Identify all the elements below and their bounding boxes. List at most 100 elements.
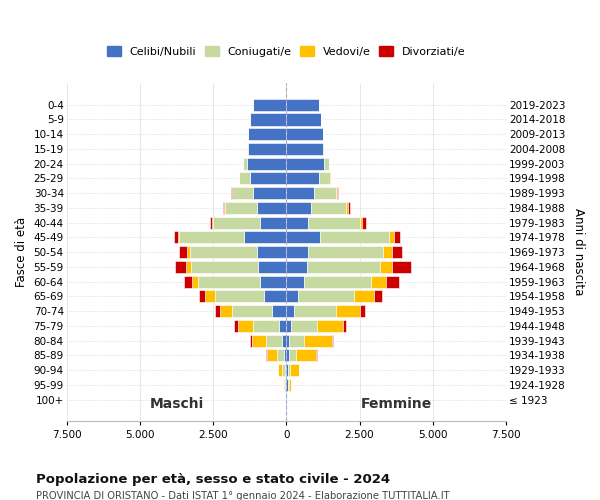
Bar	[247, 143, 248, 155]
Bar	[174, 232, 178, 243]
Bar	[178, 232, 179, 243]
Bar	[257, 246, 286, 258]
Bar	[286, 364, 288, 376]
Text: PROVINCIA DI ORISTANO - Dati ISTAT 1° gennaio 2024 - Elaborazione TUTTITALIA.IT: PROVINCIA DI ORISTANO - Dati ISTAT 1° ge…	[36, 491, 449, 500]
Bar	[286, 216, 308, 228]
Bar	[223, 202, 224, 214]
Bar	[232, 305, 272, 317]
Bar	[253, 187, 286, 199]
Bar	[298, 290, 353, 302]
Bar	[284, 350, 286, 362]
Bar	[293, 305, 336, 317]
Bar	[205, 290, 215, 302]
Text: Femmine: Femmine	[361, 398, 432, 411]
Y-axis label: Fasce di età: Fasce di età	[15, 217, 28, 287]
Bar	[257, 202, 286, 214]
Bar	[286, 143, 323, 155]
Bar	[250, 334, 252, 346]
Bar	[383, 246, 392, 258]
Bar	[266, 334, 283, 346]
Y-axis label: Anni di nascita: Anni di nascita	[572, 208, 585, 296]
Bar	[371, 276, 386, 287]
Bar	[184, 276, 192, 287]
Bar	[212, 216, 213, 228]
Bar	[220, 305, 232, 317]
Bar	[213, 216, 260, 228]
Bar	[250, 172, 286, 184]
Bar	[277, 350, 284, 362]
Bar	[279, 320, 286, 332]
Bar	[392, 261, 411, 273]
Bar	[199, 290, 205, 302]
Bar	[332, 334, 333, 346]
Bar	[389, 232, 394, 243]
Bar	[284, 379, 285, 391]
Bar	[336, 305, 359, 317]
Bar	[286, 232, 320, 243]
Bar	[283, 379, 284, 391]
Bar	[231, 187, 232, 199]
Bar	[374, 290, 382, 302]
Bar	[286, 246, 308, 258]
Bar	[286, 379, 288, 391]
Bar	[248, 128, 286, 140]
Bar	[260, 276, 286, 287]
Bar	[248, 143, 286, 155]
Bar	[343, 320, 346, 332]
Bar	[191, 261, 259, 273]
Bar	[272, 305, 286, 317]
Bar	[265, 290, 286, 302]
Bar	[175, 261, 187, 273]
Bar	[215, 290, 265, 302]
Bar	[253, 98, 286, 111]
Bar	[286, 334, 289, 346]
Bar	[289, 379, 291, 391]
Bar	[247, 158, 286, 170]
Bar	[284, 364, 286, 376]
Bar	[346, 202, 348, 214]
Bar	[359, 305, 365, 317]
Bar	[190, 246, 257, 258]
Bar	[187, 261, 191, 273]
Bar	[380, 261, 392, 273]
Bar	[286, 114, 322, 126]
Bar	[386, 276, 399, 287]
Bar	[362, 216, 366, 228]
Bar	[282, 364, 284, 376]
Bar	[286, 202, 311, 214]
Bar	[296, 350, 316, 362]
Bar	[187, 246, 190, 258]
Bar	[286, 187, 314, 199]
Bar	[289, 334, 304, 346]
Bar	[325, 158, 329, 170]
Bar	[253, 320, 279, 332]
Bar	[286, 261, 307, 273]
Bar	[359, 216, 362, 228]
Bar	[285, 379, 286, 391]
Bar	[317, 320, 343, 332]
Bar	[179, 232, 244, 243]
Bar	[286, 172, 319, 184]
Bar	[286, 290, 298, 302]
Bar	[286, 276, 304, 287]
Bar	[337, 187, 338, 199]
Bar	[307, 261, 380, 273]
Bar	[252, 334, 266, 346]
Bar	[199, 276, 260, 287]
Bar	[290, 364, 299, 376]
Bar	[348, 202, 350, 214]
Text: Maschi: Maschi	[149, 398, 203, 411]
Bar	[243, 158, 247, 170]
Bar	[210, 216, 212, 228]
Bar	[233, 320, 238, 332]
Bar	[314, 187, 336, 199]
Bar	[353, 290, 374, 302]
Bar	[311, 202, 346, 214]
Bar	[304, 334, 332, 346]
Bar	[286, 350, 289, 362]
Bar	[278, 364, 282, 376]
Bar	[259, 261, 286, 273]
Bar	[244, 232, 286, 243]
Bar	[288, 364, 290, 376]
Bar	[286, 305, 293, 317]
